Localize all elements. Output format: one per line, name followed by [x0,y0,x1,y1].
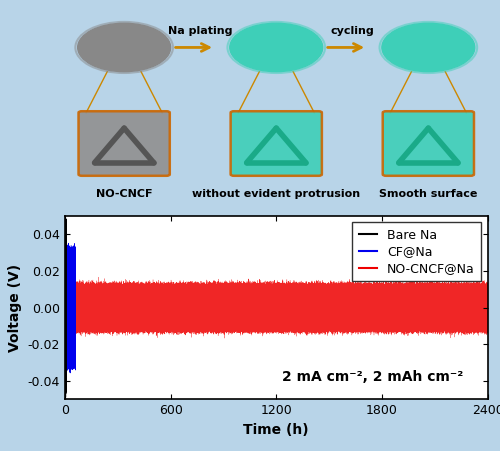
Ellipse shape [230,23,322,72]
Text: Na plating: Na plating [168,26,232,36]
Text: NO-CNCF: NO-CNCF [96,189,152,199]
FancyBboxPatch shape [78,111,170,176]
Ellipse shape [78,23,170,72]
Legend: Bare Na, CF@Na, NO-CNCF@Na: Bare Na, CF@Na, NO-CNCF@Na [352,222,481,281]
Text: 2 mA cm⁻², 2 mAh cm⁻²: 2 mA cm⁻², 2 mAh cm⁻² [282,370,464,384]
Text: Smooth surface: Smooth surface [379,189,478,199]
X-axis label: Time (h): Time (h) [244,423,309,437]
Text: without evident protrusion: without evident protrusion [192,189,360,199]
FancyBboxPatch shape [382,111,474,176]
Text: cycling: cycling [330,26,374,36]
FancyBboxPatch shape [230,111,322,176]
Ellipse shape [382,23,475,72]
Y-axis label: Voltage (V): Voltage (V) [8,263,22,352]
